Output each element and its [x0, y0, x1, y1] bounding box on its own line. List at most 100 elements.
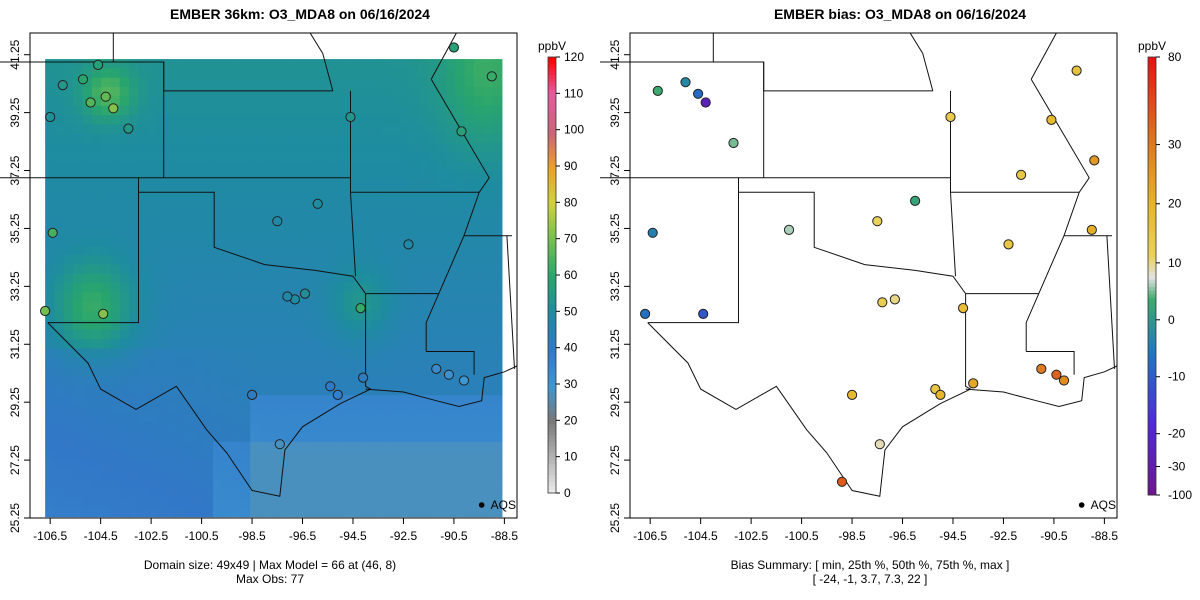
model-cell [390, 423, 400, 434]
model-cell [492, 479, 503, 490]
model-cell [138, 59, 149, 69]
model-cell [464, 105, 475, 116]
colorbar-segment [1148, 319, 1156, 324]
model-cell [147, 469, 158, 480]
model-cell [306, 497, 317, 508]
model-cell [455, 423, 466, 434]
model-cell [175, 488, 186, 499]
model-cell [203, 105, 214, 116]
model-cell [287, 77, 298, 88]
bias-marker [847, 389, 858, 400]
model-cell [101, 413, 111, 424]
model-cell [91, 171, 102, 182]
model-cell [63, 413, 74, 424]
model-cell [352, 227, 363, 238]
model-cell [184, 348, 195, 359]
model-cell [362, 77, 372, 88]
model-cell [156, 115, 167, 126]
model-cell [343, 68, 354, 79]
colorbar-segment [1148, 60, 1156, 65]
model-cell [436, 236, 447, 247]
model-cell [455, 395, 466, 406]
model-cell [194, 385, 205, 396]
model-cell [63, 469, 74, 480]
model-cell [324, 469, 335, 480]
model-cell [464, 189, 475, 200]
model-cell [110, 451, 121, 462]
model-cell [464, 460, 475, 471]
bias-marker [872, 216, 883, 227]
model-cell [334, 171, 345, 182]
model-cell [63, 124, 74, 135]
model-cell [399, 348, 410, 359]
model-cell [166, 497, 177, 508]
model-cell [492, 301, 503, 312]
model-cell [63, 479, 74, 490]
model-cell [129, 68, 139, 79]
model-cell [380, 367, 391, 378]
x-tick-label: -92.5 [990, 529, 1018, 543]
model-cell [371, 469, 382, 480]
model-cell [408, 395, 419, 406]
model-cell [436, 367, 447, 378]
model-cell [287, 395, 298, 406]
model-cell [390, 161, 400, 172]
model-cell [362, 348, 372, 359]
model-cell [492, 180, 503, 191]
model-cell [82, 283, 93, 294]
model-cell [138, 507, 149, 518]
model-cell [417, 245, 428, 256]
model-cell [362, 479, 372, 490]
model-cell [436, 329, 447, 340]
model-cell [306, 227, 317, 238]
model-cell [343, 329, 354, 340]
model-cell [259, 199, 270, 210]
colorbar-segment [548, 67, 556, 73]
model-cell [82, 292, 93, 303]
model-cell [483, 217, 494, 228]
model-cell [296, 189, 307, 200]
model-cell [334, 376, 345, 387]
model-cell [324, 320, 335, 331]
model-cell [343, 217, 354, 228]
model-cell [483, 441, 494, 452]
model-cell [268, 469, 279, 480]
model-cell [166, 311, 177, 322]
model-cell [399, 404, 410, 415]
model-cell [315, 320, 326, 331]
model-cell [101, 385, 111, 396]
model-cell [343, 469, 354, 480]
model-cell [231, 208, 242, 219]
colorbar-segment [548, 57, 556, 62]
model-cell [156, 423, 167, 434]
model-cell [268, 376, 279, 387]
model-cell [91, 180, 102, 191]
model-cell [473, 479, 484, 490]
model-cell [427, 161, 438, 172]
colorbar-unit: ppbV [1138, 39, 1166, 53]
model-cell [417, 77, 428, 88]
model-cell [352, 143, 363, 154]
model-cell [483, 105, 494, 116]
model-cell [343, 227, 354, 238]
colorbar-segment [548, 231, 556, 236]
model-cell [324, 451, 335, 462]
model-cell [45, 460, 56, 471]
colorbar-segment [1148, 235, 1156, 240]
model-cell [166, 236, 177, 247]
model-cell [473, 217, 484, 228]
model-cell [483, 395, 494, 406]
model-cell [101, 357, 111, 368]
model-cell [129, 301, 139, 312]
model-cell [91, 385, 102, 396]
model-cell [362, 292, 372, 303]
colorbar-segment [1148, 93, 1156, 98]
model-cell [45, 189, 56, 200]
model-cell [334, 311, 345, 322]
model-cell [147, 329, 158, 340]
model-cell [427, 180, 438, 191]
model-cell [91, 367, 102, 378]
model-cell [417, 161, 428, 172]
model-cell [222, 273, 233, 284]
model-cell [362, 152, 372, 163]
